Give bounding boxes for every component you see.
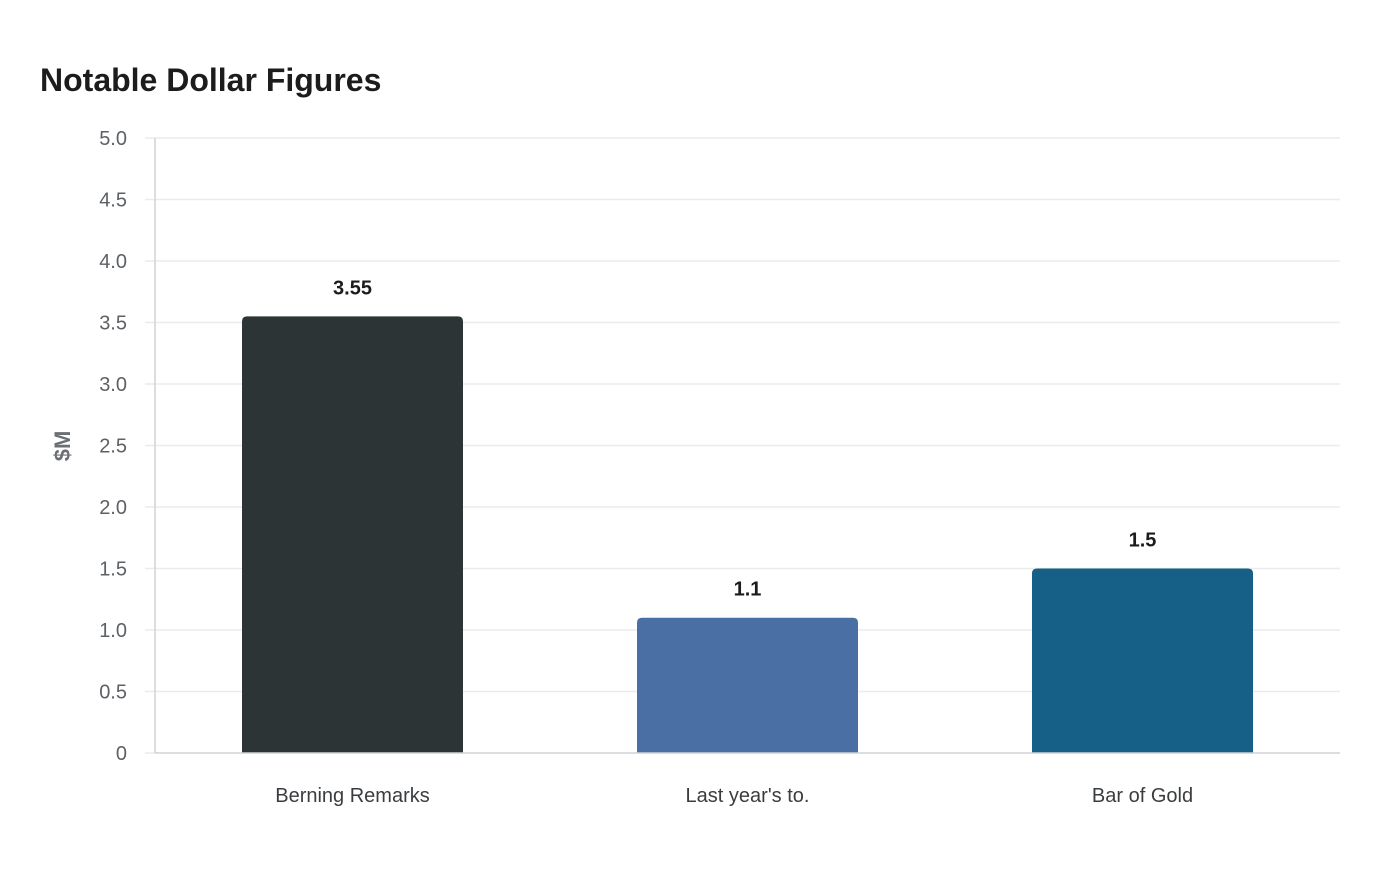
data-label: 1.5 [1129,530,1157,552]
y-tick-label: 1.5 [99,559,127,581]
data-label: 1.1 [734,579,762,601]
data-labels: 3.55 1.1 1.5 [333,277,1156,600]
y-tick-label: 2.5 [99,436,127,458]
bar [242,316,463,753]
y-tick-label: 4.0 [99,251,127,273]
y-tick-label: 0.5 [99,682,127,704]
bar [1032,568,1253,753]
x-tick-label: Last year's to. [686,785,810,807]
y-tick-label: 0 [116,743,127,765]
y-tick-label: 2.0 [99,497,127,519]
x-axis-labels: Berning Remarks Last year's to. Bar of Gol… [275,785,1193,807]
y-tick-label: 4.5 [99,190,127,212]
bar [637,617,858,753]
chart-title: Notable Dollar Figures [40,62,382,98]
y-tick-label: 1.0 [99,620,127,642]
data-label: 3.55 [333,277,372,299]
x-tick-label: Berning Remarks [275,785,430,807]
y-axis-title: $M [50,431,75,462]
y-tick-label: 3.0 [99,374,127,396]
y-tick-label: 5.0 [99,128,127,150]
bars [242,316,1253,753]
y-axis-ticks: 0 0.5 1.0 1.5 2.0 2.5 3.0 3.5 4.0 4.5 5.0 [99,128,155,765]
x-tick-label: Bar of Gold [1092,785,1193,807]
y-tick-label: 3.5 [99,313,127,335]
